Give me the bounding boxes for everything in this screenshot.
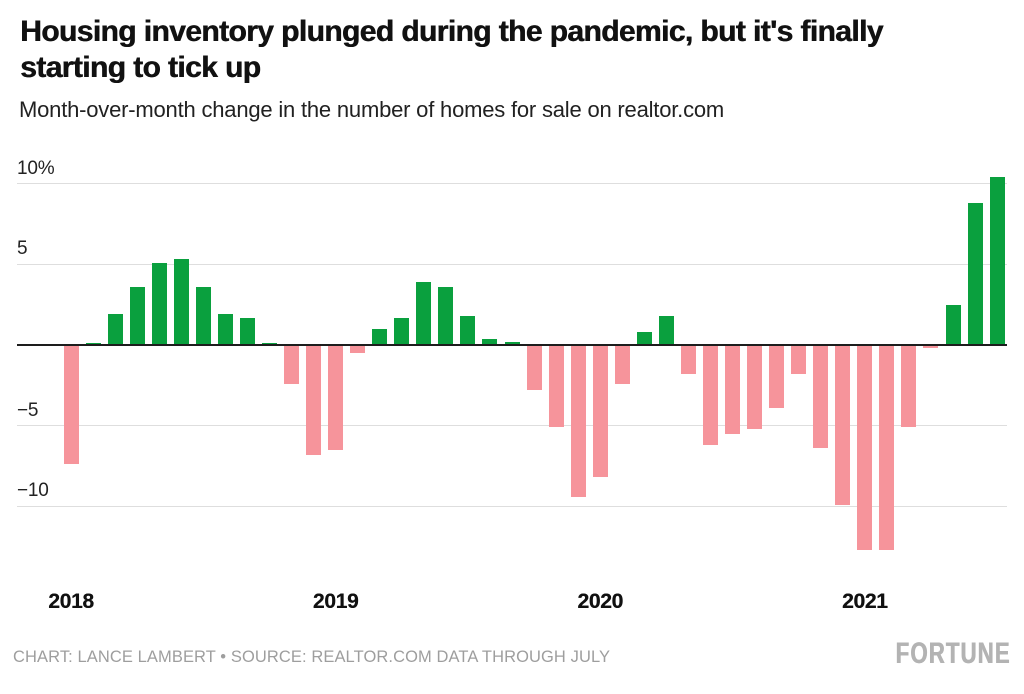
bar-2018-04: [129, 286, 145, 345]
bar-2020-10: [791, 345, 807, 375]
gridline-5: [17, 263, 1007, 265]
x-axis-label-2021: 2021: [842, 590, 888, 613]
chart-subtitle: Month-over-month change in the number of…: [19, 97, 725, 122]
source-credit: CHART: LANCE LAMBERT • SOURCE: REALTOR.C…: [13, 647, 611, 666]
bar-2020-01: [592, 345, 608, 478]
bar-2018-09: [239, 317, 255, 345]
bar-2020-06: [702, 345, 718, 446]
x-axis-line: [17, 344, 1007, 346]
bar-2018-05: [151, 262, 167, 345]
chart-title: Housing inventory plunged during the pan…: [20, 15, 883, 84]
bar-2018-01: [63, 345, 79, 465]
bar-2021-05: [945, 304, 961, 345]
gridline-10: [17, 183, 1007, 185]
bar-2019-07: [460, 315, 476, 345]
bar-2019-02: [350, 345, 366, 354]
bar-2021-07: [989, 177, 1005, 345]
bar-2019-05: [416, 282, 432, 345]
bar-2019-10: [526, 345, 542, 391]
bar-2018-06: [173, 259, 189, 345]
y-axis-label: −5: [17, 399, 39, 421]
bar-2018-08: [217, 314, 233, 345]
x-axis-label-2020: 2020: [577, 590, 623, 613]
bar-2019-01: [328, 345, 344, 450]
gridline--10: [17, 505, 1007, 507]
bar-2020-05: [680, 345, 696, 375]
bar-2020-07: [725, 345, 740, 434]
bar-2019-04: [394, 317, 410, 345]
bar-2018-12: [306, 345, 322, 455]
x-axis-label-2019: 2019: [312, 590, 359, 613]
bar-2020-09: [769, 345, 785, 408]
bar-2020-02: [614, 345, 630, 384]
fortune-logo: FORTUNE: [894, 637, 1010, 670]
y-axis-label: 5: [17, 238, 28, 260]
gridline--5: [17, 425, 1007, 427]
bar-2021-04: [923, 345, 939, 349]
y-axis-label: 10%: [17, 157, 55, 179]
bar-2019-06: [438, 286, 454, 345]
bar-2020-12: [835, 345, 851, 505]
bar-2019-12: [570, 345, 586, 497]
bar-2021-03: [901, 345, 917, 428]
bar-2020-03: [636, 332, 652, 345]
bar-2018-11: [284, 345, 299, 384]
bar-2018-07: [195, 286, 211, 345]
bar-2019-09: [504, 341, 520, 345]
bar-2021-01: [857, 345, 873, 550]
bar-2019-03: [372, 328, 388, 345]
bar-2020-04: [658, 315, 674, 345]
bar-2019-08: [482, 338, 498, 345]
bar-2021-02: [879, 345, 895, 550]
bar-2020-08: [747, 345, 763, 429]
bar-2018-03: [107, 314, 123, 345]
bar-2020-11: [813, 345, 829, 449]
bar-2021-06: [967, 202, 983, 345]
x-axis-label-2018: 2018: [48, 590, 94, 613]
bar-2019-11: [548, 345, 564, 428]
y-axis-label: −10: [17, 480, 49, 502]
